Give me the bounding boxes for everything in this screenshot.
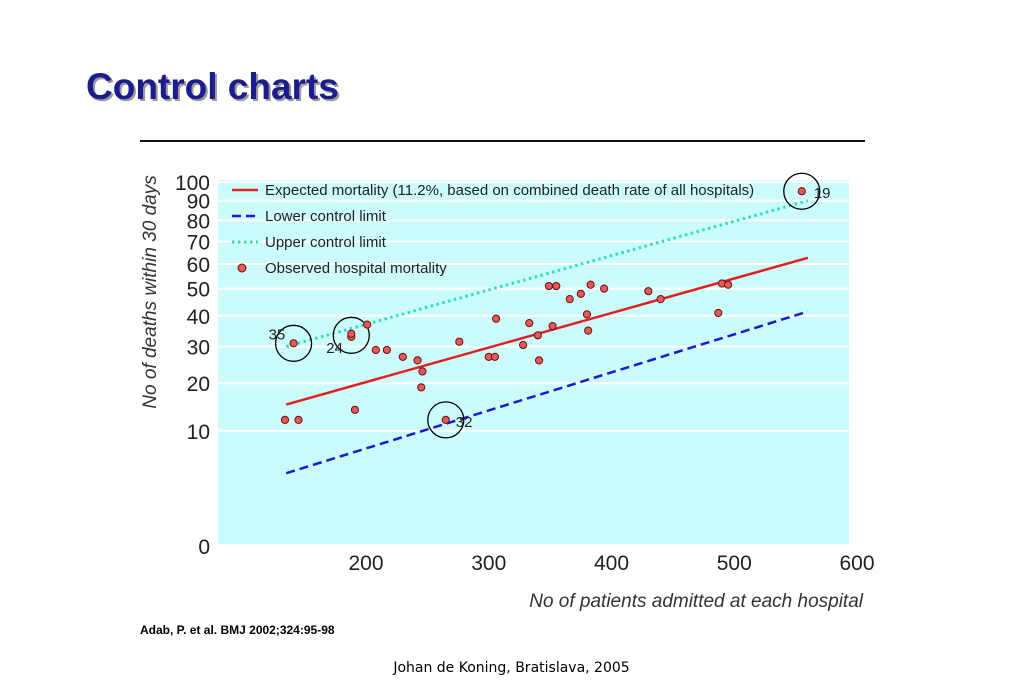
- observed-point: [525, 318, 534, 328]
- observed-point: [382, 345, 391, 355]
- observed-point: [534, 356, 544, 365]
- legend: Expected mortality (11.2%, based on comb…: [232, 182, 754, 277]
- title-divider: [140, 140, 865, 142]
- x-tick-label: 500: [717, 552, 752, 575]
- x-tick-label: 400: [594, 552, 629, 575]
- point-label: 32: [456, 414, 473, 431]
- observed-point: [644, 287, 653, 296]
- x-tick-labels: 200 300 400 500 600: [348, 552, 874, 575]
- y-tick-label: 80: [187, 210, 210, 233]
- observed-point: [441, 415, 450, 425]
- observed-point: [544, 281, 553, 291]
- x-tick-label: 600: [839, 552, 874, 575]
- x-axis-label: No of patients admitted at each hospital: [529, 591, 864, 612]
- observed-point: [552, 281, 561, 291]
- observed-point: [565, 295, 574, 304]
- lower-line: [285, 310, 809, 475]
- y-tick-label: 60: [187, 254, 210, 277]
- legend-swatch: [237, 263, 247, 273]
- observed-point: [280, 415, 290, 425]
- legend-label: Lower control limit: [265, 208, 387, 225]
- citation: Adab, P. et al. BMJ 2002;324:95-98: [140, 623, 335, 637]
- observed-point: [492, 314, 501, 323]
- observed-point: [600, 284, 609, 293]
- observed-point: [519, 340, 528, 350]
- slide-title: Control charts: [86, 66, 339, 107]
- y-tick-label: 50: [187, 279, 210, 302]
- point-labels: 35 24 32 19: [269, 185, 831, 431]
- observed-points: [280, 187, 806, 425]
- observed-point: [418, 367, 427, 376]
- y-tick-label: 90: [187, 191, 210, 214]
- observed-point: [347, 329, 356, 338]
- observed-point: [289, 339, 298, 348]
- observed-point: [533, 331, 542, 340]
- highlight-circle: [427, 401, 465, 439]
- gridlines: [218, 181, 849, 432]
- y-tick-label: 40: [187, 306, 210, 329]
- observed-point: [584, 326, 593, 335]
- observed-point: [371, 345, 380, 355]
- y-tick-label: 70: [187, 231, 210, 254]
- highlight-circle: [783, 172, 821, 210]
- observed-point: [350, 405, 360, 414]
- point-label: 35: [269, 326, 286, 343]
- legend-label: Upper control limit: [265, 234, 387, 251]
- observed-point: [455, 337, 464, 346]
- y-tick-label: 0: [198, 536, 210, 559]
- y-tick-label: 10: [187, 421, 210, 444]
- observed-point: [586, 280, 595, 289]
- observed-point: [294, 415, 303, 425]
- observed-point: [576, 289, 585, 298]
- highlight-circles: [274, 172, 821, 439]
- upper-line: [285, 199, 809, 349]
- y-axis-label: No of deaths within 30 days: [140, 175, 161, 409]
- observed-point: [413, 356, 422, 365]
- observed-point: [797, 187, 806, 196]
- x-tick-label: 200: [348, 552, 383, 575]
- observed-point: [417, 383, 426, 392]
- footer-text: Johan de Koning, Bratislava, 2005: [393, 660, 630, 676]
- observed-point: [490, 352, 499, 361]
- highlight-circle: [332, 316, 370, 354]
- point-label: 24: [326, 340, 343, 357]
- observed-point: [656, 295, 665, 304]
- observed-point: [724, 280, 733, 289]
- observed-point: [548, 321, 557, 331]
- y-tick-label: 100: [175, 172, 210, 195]
- y-tick-label: 20: [187, 373, 210, 396]
- point-label: 19: [814, 185, 831, 202]
- x-tick-label: 300: [471, 552, 506, 575]
- observed-point: [714, 308, 723, 318]
- observed-point: [363, 320, 372, 329]
- observed-point: [398, 352, 407, 361]
- highlight-circle: [274, 324, 313, 362]
- legend-label: Expected mortality (11.2%, based on comb…: [265, 182, 754, 199]
- y-tick-label: 30: [187, 337, 210, 360]
- observed-point: [582, 310, 592, 319]
- legend-label: Observed hospital mortality: [265, 260, 447, 277]
